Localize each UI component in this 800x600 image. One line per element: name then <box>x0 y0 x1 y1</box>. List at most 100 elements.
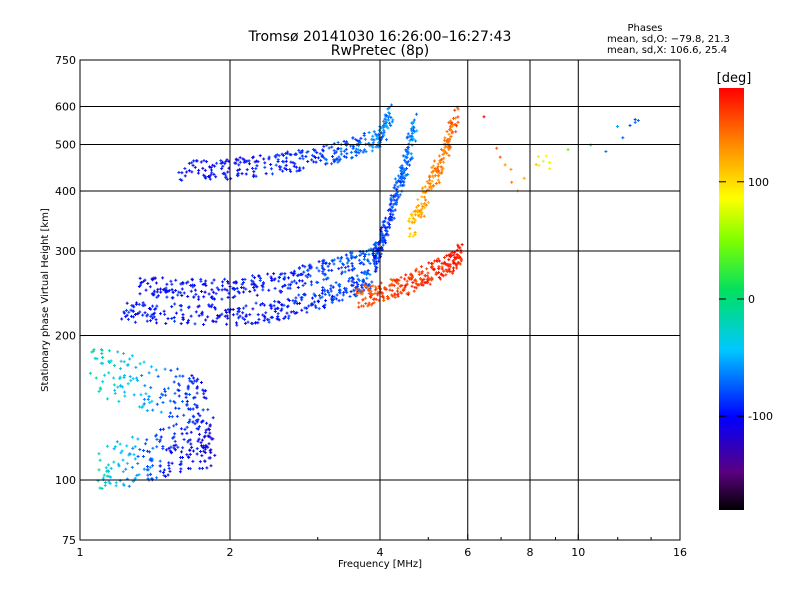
scatter-point <box>289 271 293 275</box>
scatter-point <box>388 207 392 211</box>
scatter-point <box>443 260 447 264</box>
scatter-point <box>126 382 130 386</box>
scatter-point <box>326 289 330 293</box>
scatter-point <box>453 116 457 120</box>
scatter-point <box>288 167 292 171</box>
scatter-point <box>244 172 248 176</box>
scatter-point <box>410 284 414 288</box>
scatter-point <box>193 165 197 169</box>
scatter-point <box>263 161 267 165</box>
scatter-point <box>427 181 431 185</box>
scatter-point <box>188 467 192 471</box>
scatter-point <box>202 323 206 327</box>
scatter-point <box>132 393 136 397</box>
scatter-point <box>453 123 457 127</box>
scatter-point <box>356 277 360 281</box>
scatter-point <box>297 267 301 271</box>
scatter-point <box>275 153 279 157</box>
scatter-point <box>261 301 265 305</box>
scatter-point <box>306 159 310 163</box>
scatter-point <box>300 154 304 158</box>
scatter-point <box>321 149 325 153</box>
scatter-point <box>164 289 168 293</box>
grid-lines <box>80 60 680 540</box>
scatter-point <box>439 160 443 164</box>
scatter-point <box>174 375 178 379</box>
scatter-point <box>105 469 109 473</box>
scatter-point <box>101 476 105 480</box>
scatter-point <box>269 275 273 279</box>
scatter-point <box>450 121 454 125</box>
scatter-point <box>253 284 257 288</box>
scatter-point <box>566 148 570 152</box>
scatter-point <box>101 380 105 384</box>
scatter-point <box>213 307 217 311</box>
scatter-point <box>408 163 412 167</box>
scatter-point <box>495 146 499 150</box>
scatter-point <box>275 306 279 310</box>
scatter-point <box>447 137 451 141</box>
scatter-point <box>196 439 200 443</box>
scatter-point <box>318 296 322 300</box>
y-tick-label: 500 <box>55 139 76 152</box>
scatter-point <box>424 281 428 285</box>
scatter-point <box>395 197 399 201</box>
scatter-point <box>354 154 358 158</box>
scatter-point <box>396 289 400 293</box>
scatter-point <box>289 153 293 157</box>
scatter-point <box>165 282 169 286</box>
scatter-point <box>259 303 263 307</box>
scatter-points <box>88 103 640 490</box>
scatter-point <box>131 446 135 450</box>
scatter-point <box>373 285 377 289</box>
scatter-point <box>204 389 208 393</box>
scatter-point <box>404 173 408 177</box>
scatter-point <box>149 472 153 476</box>
scatter-point <box>187 377 191 381</box>
scatter-point <box>131 315 135 319</box>
scatter-point <box>451 266 455 270</box>
scatter-point <box>393 208 397 212</box>
scatter-point <box>107 371 111 375</box>
scatter-point <box>133 476 137 480</box>
scatter-point <box>273 309 277 313</box>
scatter-point <box>300 149 304 153</box>
scatter-point <box>437 266 441 270</box>
scatter-point <box>363 252 367 256</box>
scatter-point <box>90 350 94 354</box>
scatter-point <box>242 280 246 284</box>
scatter-point <box>339 149 343 153</box>
scatter-point <box>351 136 355 140</box>
scatter-point <box>133 445 137 449</box>
scatter-point <box>417 273 421 276</box>
scatter-point <box>160 392 164 396</box>
scatter-point <box>162 387 166 391</box>
scatter-point <box>326 291 330 295</box>
scatter-point <box>342 149 346 153</box>
scatter-point <box>284 168 288 172</box>
scatter-point <box>207 175 211 179</box>
scatter-point <box>369 284 373 288</box>
scatter-point <box>177 407 181 411</box>
scatter-point <box>224 174 228 178</box>
scatter-point <box>522 176 526 180</box>
scatter-point <box>166 289 170 293</box>
scatter-point <box>202 295 206 299</box>
scatter-point <box>122 352 126 356</box>
scatter-point <box>346 264 350 268</box>
scatter-point <box>234 321 238 325</box>
y-tick-label: 100 <box>55 474 76 487</box>
scatter-point <box>263 316 267 320</box>
scatter-point <box>356 148 360 152</box>
scatter-point <box>164 448 168 452</box>
scatter-point <box>303 281 307 285</box>
scatter-point <box>155 437 159 441</box>
scatter-point <box>121 458 125 462</box>
scatter-point <box>329 287 333 291</box>
scatter-point <box>301 284 305 288</box>
scatter-point <box>363 148 367 152</box>
scatter-point <box>332 295 336 299</box>
scatter-point <box>345 256 349 260</box>
scatter-point <box>297 293 301 297</box>
scatter-point <box>279 309 283 313</box>
